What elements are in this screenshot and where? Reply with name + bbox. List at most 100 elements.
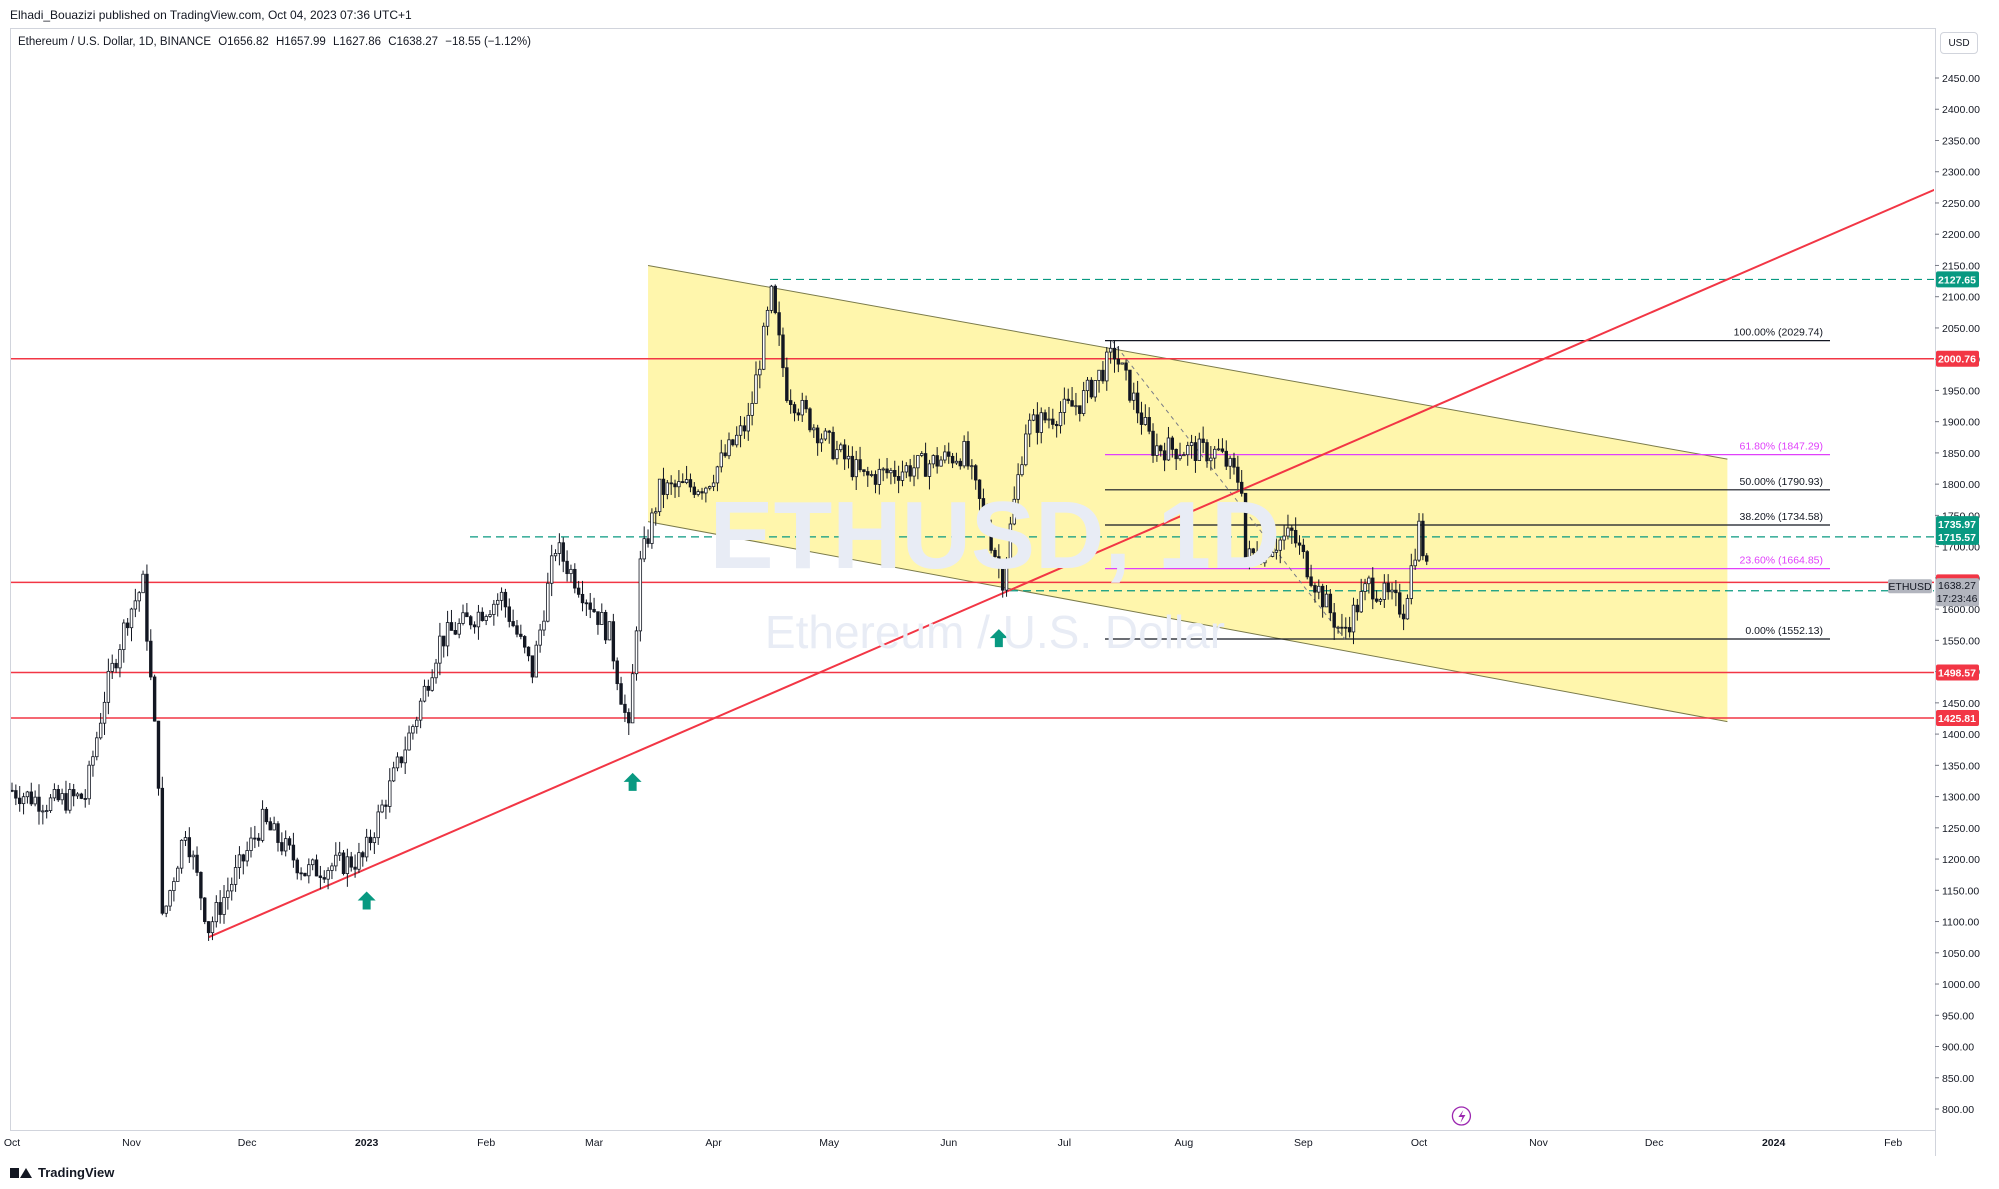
time-axis-label: May: [819, 1137, 840, 1149]
candle-body: [866, 471, 870, 476]
candle-body: [684, 479, 689, 484]
candle-body: [407, 732, 411, 751]
candle-body: [1008, 523, 1013, 560]
time-axis-label: Feb: [1884, 1137, 1902, 1149]
candle-body: [1178, 455, 1182, 460]
candle-body: [916, 455, 920, 469]
price-tick-label: 2050.00: [1942, 323, 1980, 335]
time-axis-label: Nov: [1529, 1137, 1548, 1149]
price-tick-label: 2300.00: [1942, 167, 1980, 179]
candle-body: [403, 749, 407, 764]
candle-body: [172, 881, 176, 891]
candle-body: [318, 875, 323, 878]
tradingview-logo-icon[interactable]: [10, 1166, 32, 1180]
footer-brand[interactable]: TradingView: [38, 1165, 115, 1180]
candle-body: [1000, 564, 1005, 591]
candle-body: [1378, 599, 1383, 602]
publisher-line: Elhadi_Bouazizi published on TradingView…: [10, 8, 412, 22]
candle-body: [1097, 369, 1101, 381]
candle-body: [1413, 559, 1417, 567]
candle-body: [1293, 529, 1298, 544]
candle-body: [1309, 576, 1313, 586]
candle-body: [1124, 362, 1128, 371]
time-axis-label: Dec: [238, 1137, 257, 1149]
candle-body: [711, 482, 716, 487]
ohlc-open: O1656.82: [218, 36, 269, 48]
candle-body: [60, 793, 64, 801]
candle-body: [850, 455, 855, 478]
candle-body: [1401, 613, 1406, 620]
candle-body: [993, 549, 997, 558]
candle-body: [1405, 598, 1410, 620]
candle-body: [742, 425, 747, 432]
candle-body: [415, 719, 419, 727]
candle-body: [885, 468, 889, 474]
candle-body: [1186, 445, 1190, 456]
candle-body: [904, 465, 909, 473]
candle-body: [1193, 442, 1198, 461]
candle-body: [715, 466, 720, 484]
candle-body: [137, 592, 141, 602]
candle-body: [530, 655, 535, 678]
candle-body: [812, 427, 816, 431]
candle-body: [353, 866, 357, 870]
candle-body: [1027, 419, 1032, 435]
candle-body: [657, 478, 662, 513]
candle-body: [835, 449, 839, 460]
price-tick-label: 1400.00: [1942, 729, 1980, 741]
candle-body: [627, 712, 631, 724]
candle-body: [773, 285, 777, 314]
candle-body: [199, 871, 203, 899]
time-axis-label: Feb: [477, 1137, 495, 1149]
currency-button[interactable]: USD: [1940, 32, 1978, 54]
candle-body: [364, 836, 369, 858]
price-line-label-bg: [1936, 350, 1979, 367]
candle-body: [1147, 417, 1151, 432]
candle-body: [507, 606, 511, 622]
time-axis[interactable]: [10, 1130, 1935, 1157]
candle-body: [1174, 448, 1178, 460]
candle-body: [203, 897, 207, 922]
candle-body: [1347, 627, 1352, 633]
candle-body: [299, 872, 303, 875]
candle-body: [322, 877, 326, 880]
candle-body: [503, 591, 508, 608]
candle-body: [1170, 437, 1175, 450]
symbol-name[interactable]: Ethereum / U.S. Dollar, 1D, BINANCE: [18, 36, 212, 48]
candle-body: [449, 622, 454, 631]
fib-level-label: 23.60% (1664.85): [1740, 555, 1823, 567]
candle-body: [18, 797, 22, 805]
candle-body: [388, 780, 392, 807]
candle-body: [912, 467, 916, 477]
candle-body: [947, 451, 951, 457]
candle-body: [1058, 412, 1063, 427]
ohlc-high: H1657.99: [275, 36, 326, 48]
candle-body: [457, 623, 461, 635]
candle-body: [761, 325, 766, 370]
candle-body: [226, 890, 230, 898]
candle-body: [796, 412, 801, 416]
candle-body: [434, 662, 438, 679]
candle-body: [283, 838, 288, 852]
price-tick-label: 1550.00: [1942, 635, 1980, 647]
candle-body: [310, 859, 315, 866]
price-tick-label: 900.00: [1942, 1042, 1974, 1054]
candle-body: [75, 793, 80, 797]
candle-body: [1016, 474, 1020, 500]
candle-body: [1270, 551, 1275, 557]
candle-body: [1290, 527, 1294, 531]
candle-body: [1047, 418, 1051, 421]
candle-body: [804, 399, 808, 410]
candle-body: [426, 685, 431, 691]
candle-body: [958, 460, 962, 467]
time-axis-label: Dec: [1645, 1137, 1664, 1149]
candle-body: [1128, 369, 1132, 401]
price-marker-label: 1735.97: [1938, 519, 1976, 531]
candle-body: [561, 542, 565, 562]
candle-body: [91, 756, 95, 766]
candle-body: [1004, 558, 1009, 591]
price-line-label: 1498.57: [1938, 667, 1976, 679]
candle-body: [1120, 362, 1124, 365]
price-tick-label: 850.00: [1942, 1073, 1974, 1085]
